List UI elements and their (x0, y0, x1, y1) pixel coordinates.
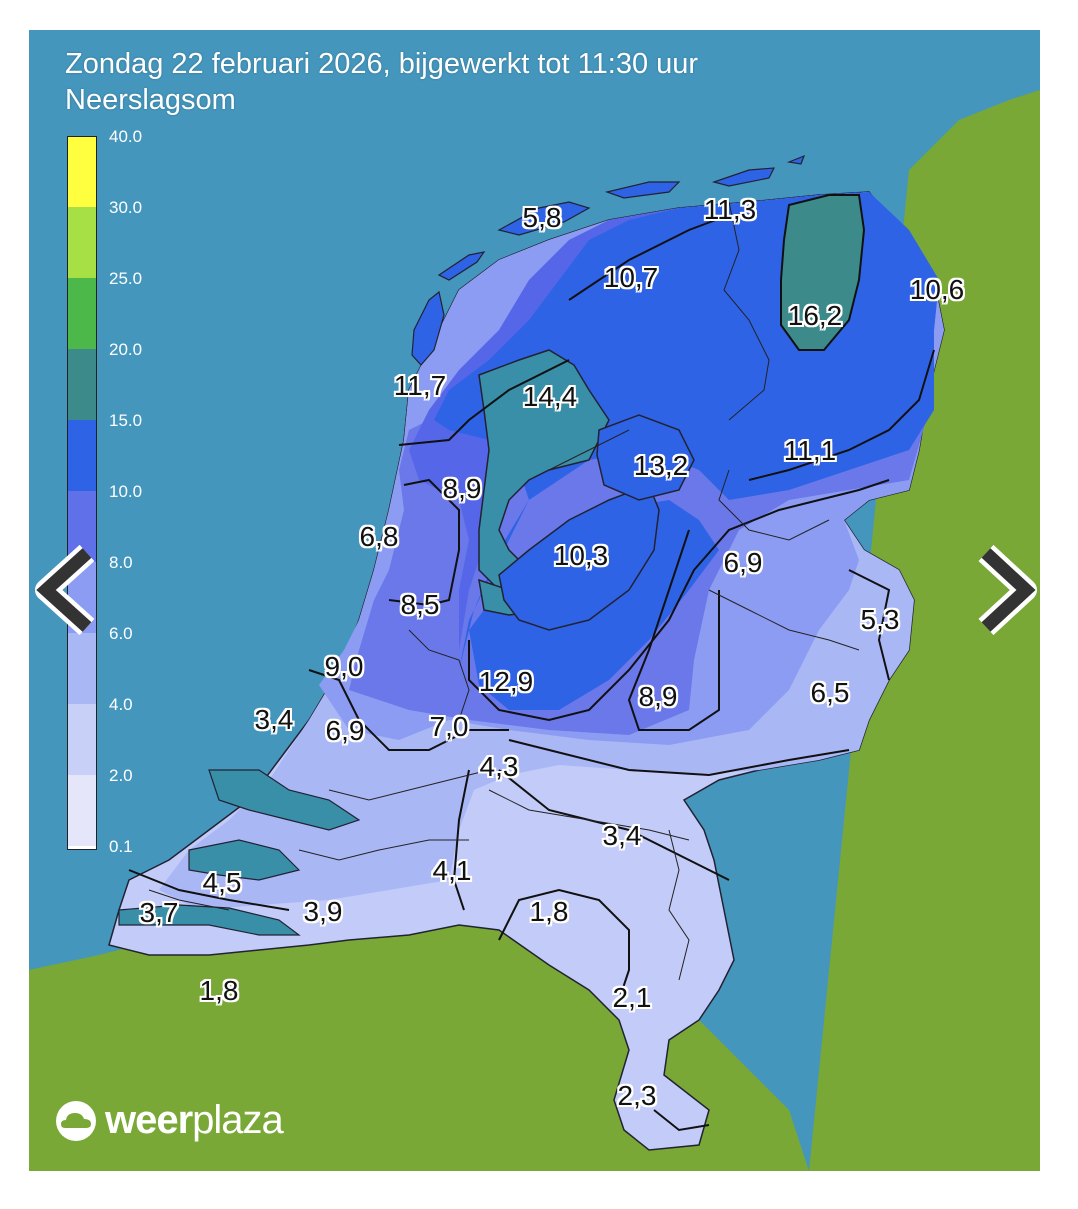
legend-tick: 4.0 (109, 695, 133, 714)
precipitation-map: Zondag 22 februari 2026, bijgewerkt tot … (29, 30, 1040, 1171)
value-label: 3,7 (139, 897, 179, 928)
legend-swatch (68, 349, 96, 420)
legend (67, 136, 97, 850)
map-title: Zondag 22 februari 2026, bijgewerkt tot … (65, 48, 699, 80)
value-label: 14,4 (522, 381, 578, 412)
value-label: 2,3 (617, 1080, 657, 1111)
island-schiermonnikoog (711, 167, 776, 187)
contour-lines (128, 214, 935, 1132)
island-ameland (604, 181, 681, 199)
legend-tick: 20.0 (109, 340, 143, 359)
value-label: 8,9 (638, 681, 678, 712)
value-label: 9,0 (324, 651, 364, 682)
legend-swatch (68, 775, 96, 846)
legend-tick: 0.1 (109, 837, 133, 856)
previous-button[interactable] (32, 544, 102, 636)
province-borders (148, 201, 860, 981)
ijsselmeer (478, 349, 610, 591)
value-label: 10,6 (909, 274, 965, 305)
legend-tick: 15.0 (109, 411, 143, 430)
legend-tick: 6.0 (109, 624, 133, 643)
value-label: 8,5 (400, 589, 440, 620)
value-label: 6,9 (325, 715, 365, 746)
island-rottum (786, 154, 806, 165)
zeeland-water (208, 769, 361, 831)
oosterschelde (188, 839, 301, 881)
value-label: 7,0 (429, 711, 469, 742)
value-label: 13,2 (633, 450, 689, 481)
value-label: 1,8 (199, 975, 239, 1006)
island-vlieland (437, 251, 486, 281)
value-label: 16,2 (787, 300, 843, 331)
value-label: 2,1 (612, 982, 652, 1013)
island-texel (411, 290, 445, 366)
legend-tick: 10.0 (109, 482, 143, 501)
value-label: 5,8 (522, 202, 562, 233)
next-button[interactable] (974, 544, 1044, 636)
legend-tick: 8.0 (109, 553, 133, 572)
island-terschelling (497, 201, 591, 236)
value-label: 3,4 (602, 820, 642, 851)
chevron-right-icon (978, 544, 1037, 636)
value-label: 3,9 (303, 896, 343, 927)
legend-swatch (68, 704, 96, 775)
value-label: 10,3 (553, 540, 609, 571)
flevoland (498, 484, 660, 631)
weerplaza-logo: weerplaza (53, 1098, 284, 1143)
logo-brand-bold: weer (105, 1098, 193, 1142)
value-label: 1,8 (529, 896, 569, 927)
value-label: 4,5 (202, 867, 242, 898)
legend-swatch (68, 278, 96, 349)
legend-tick: 25.0 (109, 269, 143, 288)
value-label: 3,4 (254, 704, 294, 735)
value-label: 11,1 (783, 435, 837, 466)
value-label: 4,3 (479, 751, 519, 782)
value-label: 6,8 (359, 521, 399, 552)
value-label: 10,7 (603, 262, 659, 293)
legend-swatch (68, 207, 96, 278)
value-label: 5,3 (860, 604, 900, 635)
cloud-icon (56, 1100, 96, 1141)
legend-tick: 40.0 (109, 127, 143, 146)
value-label: 4,1 (432, 855, 472, 886)
band-15-20 (780, 194, 866, 351)
value-label: 6,5 (810, 677, 850, 708)
logo-wordmark: weerplaza (105, 1098, 284, 1143)
logo-brand-light: plaza (192, 1098, 284, 1142)
legend-tick: 30.0 (109, 198, 143, 217)
value-label: 6,9 (723, 547, 763, 578)
map-subtitle: Neerslagsom (65, 84, 236, 116)
noordoostpolder (596, 414, 695, 501)
value-label: 11,3 (703, 194, 757, 225)
westerschelde (118, 904, 301, 936)
legend-swatch (68, 137, 96, 207)
legend-tick: 2.0 (109, 766, 133, 785)
chevron-left-icon (35, 544, 95, 636)
value-label: 8,9 (442, 473, 482, 504)
legend-swatch (68, 633, 96, 704)
value-label: 12,9 (478, 666, 534, 697)
value-label: 11,7 (393, 370, 447, 401)
map-canvas (29, 30, 1040, 1171)
legend-swatch (68, 420, 96, 491)
